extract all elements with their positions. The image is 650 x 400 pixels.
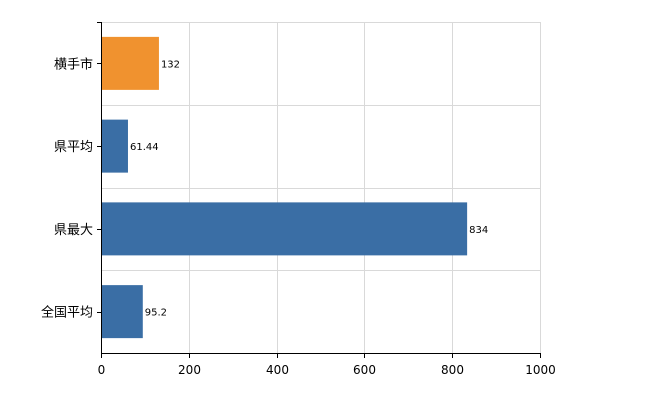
category-label-1: 県平均 [54, 140, 93, 155]
data-label-1: 61.44 [130, 142, 159, 153]
grid-lines [101, 22, 541, 354]
bar-0 [101, 36, 159, 90]
category-label-3: 全国平均 [41, 305, 93, 321]
x-tick-label-400: 400 [266, 363, 289, 377]
x-tick-label-600: 600 [353, 363, 376, 377]
x-tick-label-0: 0 [98, 363, 106, 377]
data-label-3: 95.2 [145, 308, 167, 319]
axes [97, 22, 541, 358]
bar-3 [101, 285, 143, 339]
category-label-2: 県最大 [54, 223, 93, 238]
bars [101, 36, 468, 339]
bar-1 [101, 119, 128, 173]
category-label-0: 横手市 [54, 56, 93, 72]
x-tick-label-1000: 1000 [525, 363, 556, 377]
x-tick-label-200: 200 [178, 363, 201, 377]
bar-2 [101, 202, 468, 256]
labels: 132 横手市 61.44 県平均 834 県最大 95.2 全国平均 0 200 400 600 80… [41, 56, 556, 377]
data-label-0: 132 [161, 59, 180, 70]
data-label-2: 834 [469, 225, 488, 236]
x-tick-label-800: 800 [441, 363, 464, 377]
